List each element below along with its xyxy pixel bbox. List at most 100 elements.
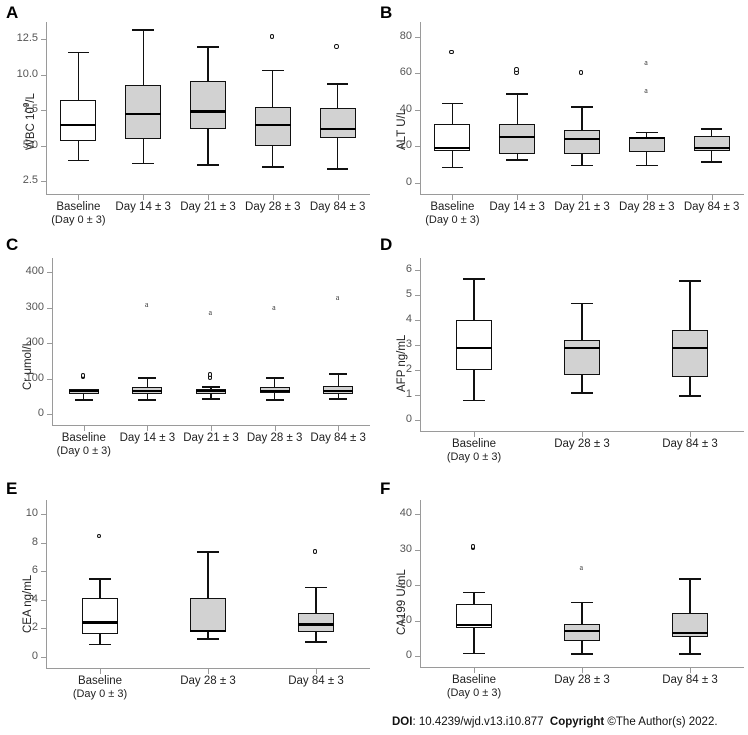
x-tick-mark [208, 195, 209, 200]
x-category-main: Day 28 ± 3 [180, 675, 236, 687]
y-tick-mark [41, 657, 46, 658]
box-whisker-upper [473, 591, 475, 605]
box-whisker-cap-upper [679, 280, 701, 282]
x-category-main: Baseline [430, 201, 475, 213]
figure-footer: DOI: 10.4239/wjd.v13.i10.877 Copyright ©… [392, 716, 718, 728]
x-tick-mark [143, 195, 144, 200]
footer-doi-label: DOI [392, 716, 413, 728]
x-tick-mark [100, 669, 101, 674]
box-outlier-circle [514, 67, 519, 72]
box-outlier-circle [207, 372, 213, 377]
y-tick-label: 60 [399, 66, 412, 79]
y-tick-label: 20 [399, 139, 412, 152]
box-whisker-cap-lower [636, 164, 658, 167]
x-category-label: Day 84 ± 3 [256, 674, 376, 688]
x-axis-line-b [420, 194, 744, 195]
box-whisker-upper [646, 131, 648, 138]
box-whisker-cap-upper [463, 591, 485, 594]
x-category-main: Day 28 ± 3 [245, 201, 301, 213]
y-tick-label: 6 [31, 564, 38, 577]
y-tick-label: 5.0 [22, 138, 38, 151]
box-outlier-marker-a: a [144, 299, 149, 309]
box-outlier-marker-a: a [644, 58, 648, 68]
box-whisker-cap-lower [132, 162, 154, 165]
x-category-sub: (Day 0 ± 3) [51, 214, 106, 227]
box-plot-box [672, 330, 708, 378]
box-whisker-cap-lower [202, 397, 220, 400]
y-tick-mark [415, 514, 420, 515]
x-tick-mark [273, 195, 274, 200]
x-category-label: Day 84 ± 3 [630, 437, 748, 451]
box-whisker-upper [272, 69, 274, 108]
x-category-label: Day 84 ± 3 [652, 200, 748, 214]
box-whisker-cap-upper [571, 106, 593, 108]
y-tick-mark [415, 370, 420, 371]
y-tick-mark [415, 37, 420, 38]
box-whisker-cap-upper [67, 51, 90, 54]
y-tick-label: 20 [399, 578, 412, 591]
x-category-main: Day 21 ± 3 [180, 201, 236, 213]
y-tick-label: 300 [25, 300, 44, 313]
box-whisker-upper [336, 83, 339, 108]
x-tick-mark [338, 195, 339, 200]
box-median-line [196, 390, 226, 393]
y-tick-mark [415, 395, 420, 396]
box-whisker-cap-lower [571, 164, 593, 167]
x-axis-line-a [46, 194, 370, 195]
x-tick-mark [474, 432, 475, 437]
box-whisker-upper [710, 128, 713, 137]
x-tick-mark [452, 195, 453, 200]
x-category-main: Day 14 ± 3 [115, 201, 171, 213]
box-outlier-circle [449, 49, 454, 55]
box-whisker-lower [83, 394, 85, 400]
x-category-label: Day 84 ± 3 [630, 673, 748, 687]
x-category-label: Day 21 ± 3 [148, 200, 268, 214]
x-category-label: Baseline (Day 0 ± 3) [414, 437, 534, 465]
box-whisker-lower [473, 628, 475, 653]
y-tick-label: 4 [405, 313, 412, 326]
box-whisker-upper [581, 302, 583, 341]
box-whisker-upper [581, 106, 583, 130]
box-whisker-cap-upper [262, 69, 284, 72]
footer-copyright-value: ©The Author(s) 2022. [604, 716, 718, 728]
x-category-main: Day 84 ± 3 [309, 201, 366, 213]
y-tick-label: 12.5 [16, 32, 38, 45]
x-category-main: Day 21 ± 3 [183, 432, 239, 444]
x-category-main: Day 14 ± 3 [489, 201, 545, 213]
box-whisker-upper [516, 93, 518, 125]
y-tick-label: 0 [405, 176, 412, 189]
x-category-main: Baseline [451, 674, 497, 686]
x-tick-mark [582, 195, 583, 200]
box-outlier-marker-a: a [579, 562, 584, 572]
x-category-main: Day 84 ± 3 [662, 674, 718, 686]
y-tick-label: 10.0 [16, 67, 38, 80]
box-whisker-lower [77, 140, 80, 160]
y-tick-mark [47, 272, 52, 273]
x-axis-line-f [420, 667, 744, 668]
box-median-line [254, 123, 291, 127]
y-tick-label: 0 [31, 649, 38, 662]
box-whisker-lower [689, 377, 691, 395]
box-plot-box [60, 100, 97, 141]
box-outlier-circle [470, 544, 476, 549]
box-whisker-lower [646, 151, 648, 165]
y-tick-mark [41, 571, 46, 572]
y-tick-label: 2.5 [22, 174, 38, 187]
y-tick-mark [415, 146, 420, 147]
box-whisker-cap-lower [67, 159, 90, 162]
x-tick-mark [647, 195, 648, 200]
x-category-main: Day 84 ± 3 [288, 675, 344, 687]
x-axis-line-e [46, 668, 370, 669]
y-tick-mark [415, 295, 420, 296]
box-whisker-lower [581, 640, 583, 654]
box-whisker-cap-lower [305, 640, 327, 643]
box-median-line [190, 629, 226, 633]
box-whisker-cap-lower [679, 394, 701, 397]
y-tick-mark [47, 308, 52, 309]
y-tick-label: 4 [31, 592, 38, 605]
box-whisker-cap-lower [74, 399, 93, 401]
y-tick-mark [41, 600, 46, 601]
x-category-sub: (Day 0 ± 3) [446, 451, 502, 464]
